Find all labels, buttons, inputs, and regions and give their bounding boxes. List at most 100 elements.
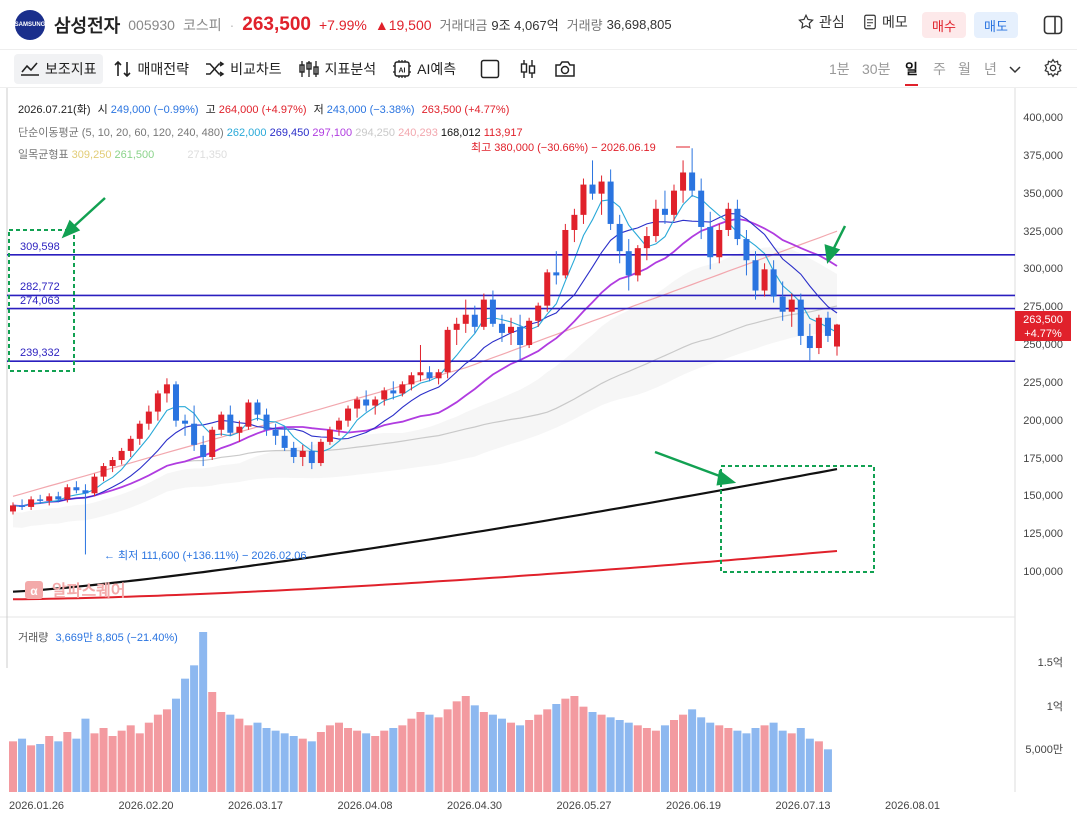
last-pct-text: +4.77% [1024,328,1062,340]
memo-button[interactable]: 메모 [862,12,908,32]
volume-bar [344,728,353,792]
candle-body [797,299,804,336]
volume-bar [45,736,54,792]
volume-bar [805,738,814,792]
ai-forecast-button[interactable]: AI AI예측 [386,54,462,84]
volume-bar [27,745,36,792]
volume-bar [135,733,144,792]
candle-body [317,441,324,464]
volume-bar [570,696,579,792]
trade-value: 9조 4,067억 [491,18,559,33]
period-1min[interactable]: 1분 [829,61,850,77]
green-arrow-icon [654,450,737,486]
candle-body [671,190,678,215]
candle-body [64,487,71,500]
volume-bar [389,728,398,792]
volume-bar [54,741,63,792]
volume-bar [751,728,760,792]
volume-bar [362,733,371,792]
candle-body [770,269,777,297]
ichimoku-cloud-area [13,247,837,528]
candle-body [46,496,53,501]
candle-body [498,323,505,333]
candlestick-chart[interactable]: 263,500 +4.77% 최고 380,000 (−30.66%) − 20… [0,88,1077,800]
date-axis-label: 2026.08.01 [885,800,941,812]
volume-bar [262,728,271,792]
price-axis-label: 250,000 [1023,339,1063,351]
volume-bar [461,696,470,792]
date-axis-label: 2026.04.30 [447,800,503,812]
candle-type-icon[interactable] [518,59,538,79]
level-label: 274,063 [20,294,60,307]
volume-axis-label: 1.5억 [1037,657,1063,669]
alphasquare-logo: α 알파스퀘어 [25,581,126,600]
volume-bar [126,725,135,792]
volume-bar [470,705,479,792]
volume-bar [479,712,488,792]
last-price-tag [1015,311,1071,341]
watch-label: 관심 [819,14,845,30]
volume-bar [579,706,588,792]
candle-body [172,384,179,421]
indicators-button[interactable]: 보조지표 [14,53,103,84]
volume-bar [715,725,724,792]
candle-body [661,208,668,215]
volume-bar [117,730,126,792]
volume-bar [171,698,180,792]
strategy-button[interactable]: 매매전략 [107,54,196,84]
ma60-value: 294,250 [355,127,395,139]
candle-body [553,272,560,276]
panel-toggle-icon[interactable] [1043,15,1063,35]
stock-header: SAMSUNG 삼성전자 005930 코스피 · 263,500 +7.99%… [0,0,1077,50]
candle-body [127,438,134,451]
candle-body [535,305,542,321]
candles [10,148,840,555]
watch-button[interactable]: 관심 [797,12,845,32]
candle-body [209,429,216,457]
candle-body [462,314,469,324]
compare-button[interactable]: 비교차트 [199,54,288,84]
period-month[interactable]: 월 [958,61,971,77]
volume-bar [380,730,389,792]
volume-bar [9,741,17,792]
volume-bar [534,714,543,792]
candle-body [435,372,442,379]
candle-body [154,393,161,412]
checkbox-icon[interactable] [480,59,500,79]
candle-body [109,460,116,467]
candle-body [834,324,840,347]
volume-label: 거래량 [566,18,603,33]
volume-bar [688,709,697,792]
chevron-down-icon[interactable] [1009,64,1021,74]
period-day[interactable]: 일 [905,59,918,86]
volume-bar [588,712,597,792]
candle-body [245,402,252,427]
candle-body [136,423,143,439]
camera-icon[interactable] [554,59,576,79]
candle-body [698,190,705,227]
candle-body [643,236,650,249]
date-axis-label: 2026.02.20 [118,800,174,812]
period-week[interactable]: 주 [933,61,946,77]
candle-body [100,466,107,477]
period-30min[interactable]: 30분 [862,61,891,77]
green-arrow-icon [824,225,847,264]
ma240-line [12,468,838,593]
ai-chip-icon: AI [393,59,412,78]
volume-bar [651,730,660,792]
ma-legend: 단순이동평균 (5, 10, 20, 60, 120, 240, 480) 26… [18,124,523,140]
sell-button[interactable]: 매도 [974,12,1018,38]
candle-body [806,335,813,349]
watermark-text: 알파스퀘어 [52,582,126,600]
gear-icon[interactable] [1043,58,1063,78]
period-year[interactable]: 년 [984,61,997,77]
volume-bar [181,678,190,792]
highlight-box-right [720,465,875,573]
ichimoku-base: 261,500 [114,149,155,161]
buy-button[interactable]: 매수 [922,12,966,38]
analysis-button[interactable]: 지표분석 [292,54,383,84]
candle-body [743,239,750,261]
volume-bar [823,749,832,792]
candle-body [263,414,270,430]
date-axis-label: 2026.06.19 [666,800,722,812]
